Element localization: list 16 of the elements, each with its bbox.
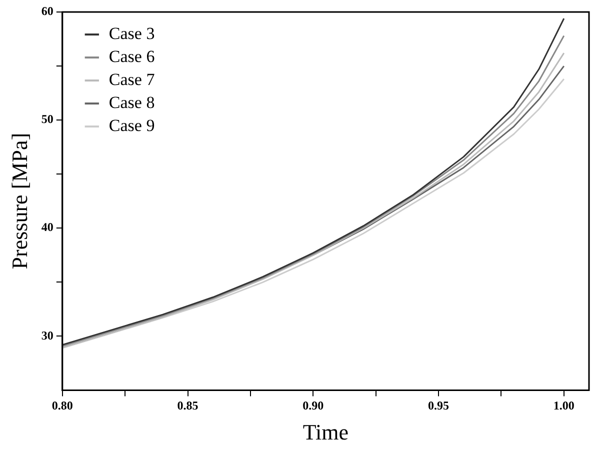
y-tick-label: 30 <box>41 328 54 342</box>
x-tick-label: 0.90 <box>302 398 324 412</box>
legend-label: Case 9 <box>108 116 155 135</box>
x-tick-label: 0.85 <box>177 398 198 412</box>
y-tick-label: 50 <box>41 112 54 126</box>
legend-label: Case 3 <box>108 24 155 43</box>
legend-label: Case 8 <box>108 92 155 112</box>
y-tick-label: 40 <box>41 220 54 234</box>
x-tick-label: 1.00 <box>553 398 574 412</box>
legend-label: Case 6 <box>108 46 155 66</box>
y-tick-label: 60 <box>41 4 54 18</box>
x-axis-title: Time <box>302 420 349 445</box>
legend-label: Case 7 <box>108 70 156 89</box>
x-tick-label: 0.95 <box>428 398 450 412</box>
y-axis-title: Pressure [MPa] <box>6 132 32 270</box>
x-tick-label: 0.80 <box>52 398 73 412</box>
